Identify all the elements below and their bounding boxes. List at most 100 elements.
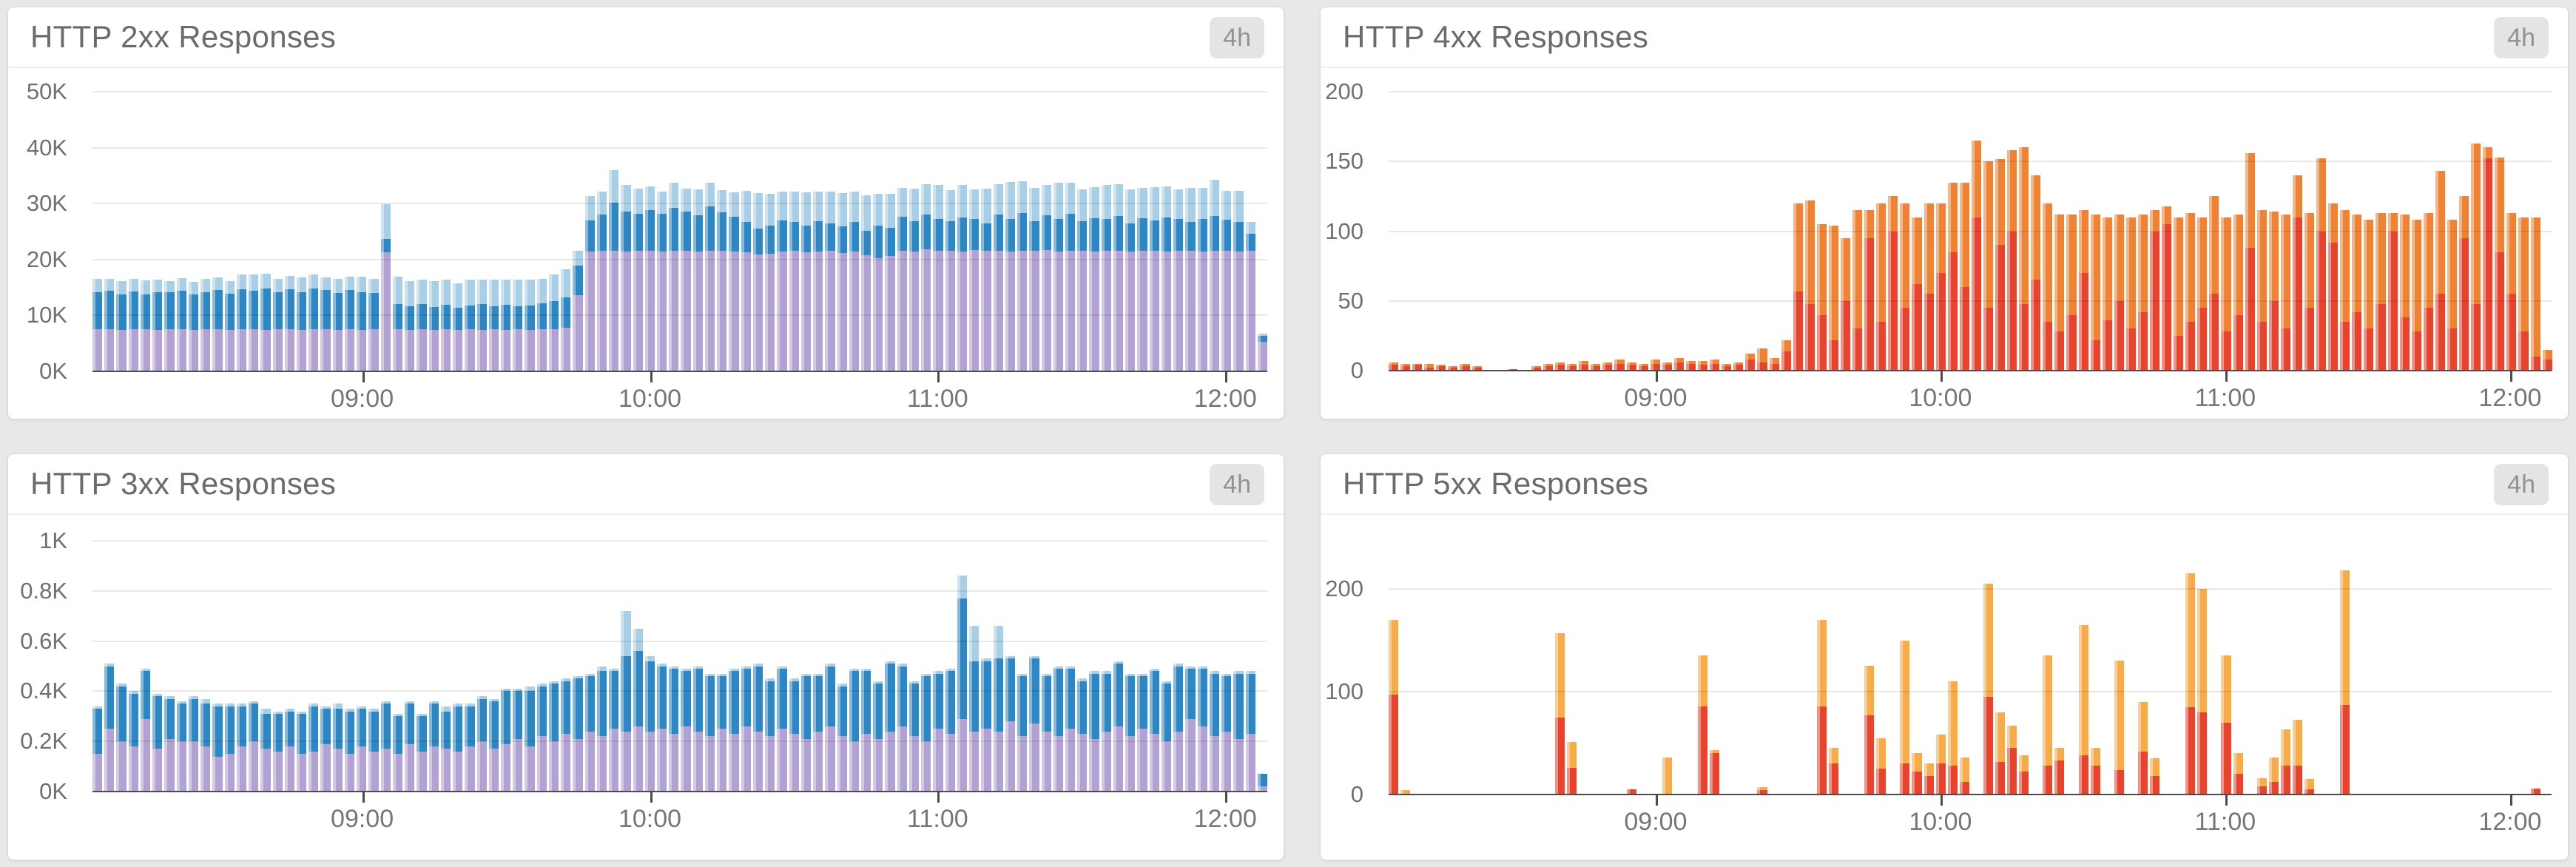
bar[interactable] xyxy=(2292,515,2303,795)
bar[interactable] xyxy=(2316,92,2327,371)
bar[interactable] xyxy=(1531,92,1542,371)
bar[interactable] xyxy=(2043,92,2053,371)
bar[interactable] xyxy=(1436,92,1446,371)
bar[interactable] xyxy=(128,541,138,792)
bar[interactable] xyxy=(2256,92,2267,371)
bar[interactable] xyxy=(1005,92,1016,371)
bar[interactable] xyxy=(993,92,1003,371)
bar[interactable] xyxy=(2054,515,2065,795)
bar[interactable] xyxy=(933,92,943,371)
bar[interactable] xyxy=(1995,92,2006,371)
bar[interactable] xyxy=(2376,92,2386,371)
bar[interactable] xyxy=(1686,515,1696,795)
bar[interactable] xyxy=(837,92,847,371)
bar[interactable] xyxy=(2447,515,2457,795)
bar[interactable] xyxy=(1912,515,1922,795)
bar[interactable] xyxy=(308,92,319,371)
bar[interactable] xyxy=(1614,92,1625,371)
bar[interactable] xyxy=(513,92,523,371)
bar[interactable] xyxy=(284,541,294,792)
timeframe-badge[interactable]: 4h xyxy=(1210,17,1264,58)
bar[interactable] xyxy=(2399,92,2410,371)
bar[interactable] xyxy=(837,541,847,792)
bar[interactable] xyxy=(392,541,403,792)
bar[interactable] xyxy=(1805,515,1815,795)
bar[interactable] xyxy=(908,92,920,371)
bar[interactable] xyxy=(176,92,186,371)
bar[interactable] xyxy=(2031,92,2041,371)
bar[interactable] xyxy=(1971,92,1981,371)
bar[interactable] xyxy=(2364,92,2374,371)
bar[interactable] xyxy=(2197,92,2208,371)
bar[interactable] xyxy=(476,92,487,371)
bar[interactable] xyxy=(1651,515,1660,795)
bar[interactable] xyxy=(921,541,931,792)
bar[interactable] xyxy=(1710,515,1720,795)
bar[interactable] xyxy=(1816,515,1827,795)
bar[interactable] xyxy=(1900,92,1910,371)
bar[interactable] xyxy=(1591,92,1601,371)
bar[interactable] xyxy=(1173,541,1184,792)
bar[interactable] xyxy=(1828,515,1838,795)
bar[interactable] xyxy=(2292,92,2303,371)
bar[interactable] xyxy=(1113,541,1124,792)
bar[interactable] xyxy=(765,541,775,792)
bar[interactable] xyxy=(897,541,907,792)
bar[interactable] xyxy=(849,541,859,792)
bar[interactable] xyxy=(536,92,547,371)
bar[interactable] xyxy=(188,92,199,371)
bar[interactable] xyxy=(1029,92,1039,371)
bar[interactable] xyxy=(1935,515,1946,795)
bar[interactable] xyxy=(741,92,751,371)
bar[interactable] xyxy=(1947,515,1958,795)
bar[interactable] xyxy=(2137,515,2148,795)
bar[interactable] xyxy=(2162,92,2172,371)
bar[interactable] xyxy=(308,541,319,792)
bar[interactable] xyxy=(500,541,511,792)
bar[interactable] xyxy=(1245,541,1255,792)
bar[interactable] xyxy=(704,541,715,792)
bar[interactable] xyxy=(417,92,427,371)
bar[interactable] xyxy=(2007,92,2017,371)
bar[interactable] xyxy=(861,541,871,792)
bar[interactable] xyxy=(633,541,643,792)
plot-http-3xx[interactable]: 09:00 10:00 11:00 12:00 xyxy=(92,540,1267,833)
bar[interactable] xyxy=(2387,92,2398,371)
bar[interactable] xyxy=(2090,515,2100,795)
bar[interactable] xyxy=(1053,92,1063,371)
bar[interactable] xyxy=(92,92,103,371)
bar[interactable] xyxy=(2090,92,2100,371)
bar[interactable] xyxy=(1876,92,1887,371)
bar[interactable] xyxy=(1089,541,1099,792)
bar[interactable] xyxy=(1412,92,1423,371)
bar[interactable] xyxy=(2412,515,2421,795)
bar[interactable] xyxy=(2316,515,2326,795)
bar[interactable] xyxy=(681,541,691,792)
bar[interactable] xyxy=(453,541,463,792)
bar[interactable] xyxy=(789,541,799,792)
bar[interactable] xyxy=(440,92,451,371)
bar[interactable] xyxy=(2424,515,2433,795)
bar[interactable] xyxy=(2185,92,2196,371)
bar[interactable] xyxy=(2340,92,2350,371)
bar[interactable] xyxy=(2233,92,2243,371)
bar[interactable] xyxy=(104,92,115,371)
timeframe-badge[interactable]: 4h xyxy=(1210,464,1264,505)
bar[interactable] xyxy=(849,92,859,371)
bar[interactable] xyxy=(1424,515,1434,795)
bar[interactable] xyxy=(164,92,175,371)
bar[interactable] xyxy=(873,541,883,792)
bar[interactable] xyxy=(525,541,535,792)
bar[interactable] xyxy=(2268,515,2279,795)
bar[interactable] xyxy=(1614,515,1624,795)
bar[interactable] xyxy=(609,92,619,371)
bar[interactable] xyxy=(1077,92,1088,371)
bar[interactable] xyxy=(140,92,151,371)
bar[interactable] xyxy=(1722,92,1732,371)
bar[interactable] xyxy=(249,92,259,371)
bar[interactable] xyxy=(561,92,571,371)
bar[interactable] xyxy=(1983,92,1993,371)
bar[interactable] xyxy=(1662,92,1672,371)
bar[interactable] xyxy=(777,92,787,371)
bar[interactable] xyxy=(704,92,715,371)
